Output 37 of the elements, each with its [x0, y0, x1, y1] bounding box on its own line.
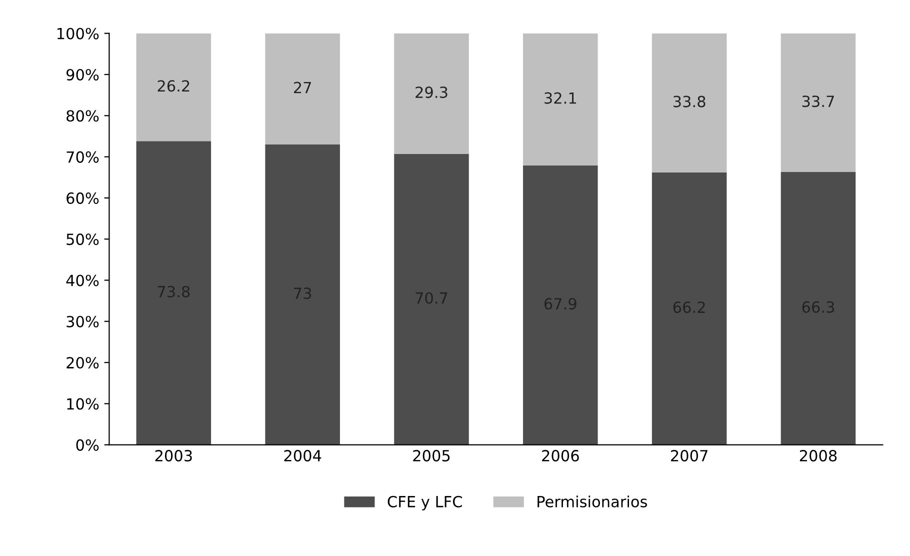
y-tick-label: 10% — [67, 398, 99, 410]
y-tick-label: 70% — [66, 151, 99, 163]
bar — [265, 33, 340, 144]
bar — [780, 172, 856, 445]
bar — [523, 165, 598, 445]
y-tick-label: 0% — [76, 439, 99, 451]
bar — [523, 33, 598, 166]
y-tick-label: 40% — [66, 274, 99, 286]
x-tick-label: 2008 — [800, 450, 837, 462]
bar — [652, 172, 727, 445]
y-tick-label: 80% — [66, 110, 99, 122]
bar — [394, 33, 469, 154]
data-label: 29.3 — [416, 86, 448, 98]
x-tick-label: 2005 — [413, 450, 450, 462]
data-label: 26.2 — [158, 80, 190, 92]
y-tick-label: 90% — [66, 68, 99, 81]
data-label: 27 — [294, 82, 311, 94]
data-label: 33.8 — [673, 96, 706, 108]
bar — [394, 154, 469, 445]
data-label: 33.7 — [802, 96, 834, 108]
bar — [265, 144, 340, 445]
y-tick-label: 50% — [66, 234, 99, 246]
bar — [136, 141, 212, 445]
y-tick-label: 60% — [66, 192, 99, 204]
legend-label: CFE y LFC — [388, 496, 462, 510]
x-tick-label: 2006 — [542, 450, 579, 462]
y-tick-label: 30% — [66, 316, 99, 328]
bar — [780, 33, 856, 172]
bar — [652, 33, 727, 172]
y-tick-label: 20% — [66, 356, 99, 369]
x-tick-label: 2003 — [155, 450, 192, 462]
data-label: 32.1 — [544, 92, 576, 104]
x-tick-label: 2004 — [284, 450, 322, 462]
y-tick-label: 100% — [57, 28, 99, 40]
legend-label: Permisionarios — [538, 496, 647, 508]
x-tick-label: 2007 — [671, 450, 708, 462]
bar — [136, 33, 212, 142]
